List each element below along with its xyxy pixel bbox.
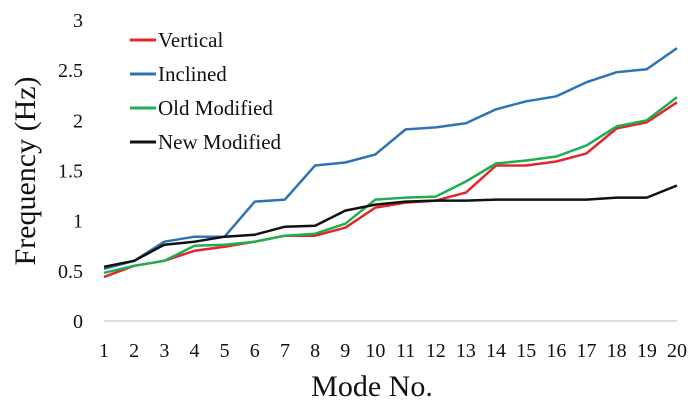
x-axis-ticks: 1 2 3 4 5 6 7 8 9 10 11 12 13 14 15 16 17 18 19 20 [99, 340, 687, 362]
legend-label: Old Modified [158, 96, 273, 120]
x-tick-label: 14 [486, 340, 506, 362]
x-tick-label: 12 [426, 340, 446, 362]
plot-area: 00.511.522.53 1 2 3 4 5 6 7 8 9 10 11 12 13 14 15 16 17 1… [58, 10, 687, 362]
y-tick-label: 3 [73, 10, 83, 32]
x-tick-label: 7 [280, 340, 290, 362]
x-tick-label: 19 [637, 340, 657, 362]
legend-label: Inclined [158, 62, 227, 86]
y-axis-label: Frequency (Hz) [9, 76, 42, 265]
y-tick-label: 2 [73, 110, 83, 132]
x-tick-label: 10 [365, 340, 385, 362]
y-tick-label: 1.5 [58, 161, 83, 183]
y-tick-label: 0 [73, 311, 83, 333]
x-tick-label: 20 [667, 340, 687, 362]
x-tick-label: 3 [159, 340, 169, 362]
legend-label: New Modified [158, 130, 282, 154]
x-tick-label: 6 [250, 340, 260, 362]
x-tick-label: 4 [189, 340, 199, 362]
x-tick-label: 1 [99, 340, 109, 362]
x-tick-label: 8 [310, 340, 320, 362]
series-line-new-modified [103, 184, 678, 269]
x-tick-label: 15 [516, 340, 536, 362]
legend: Vertical Inclined Old Modified New Modified [130, 28, 282, 154]
x-tick-label: 9 [340, 340, 350, 362]
y-tick-label: 0.5 [58, 261, 83, 283]
x-tick-label: 17 [577, 340, 597, 362]
series-line-old-modified [103, 96, 678, 275]
series-line-inclined [103, 47, 678, 271]
series-group [103, 47, 678, 279]
x-tick-label: 18 [607, 340, 627, 362]
y-tick-label: 1 [73, 211, 83, 233]
x-tick-label: 11 [396, 340, 415, 362]
x-tick-label: 13 [456, 340, 476, 362]
y-axis-ticks: 0 0.5 1 1.5 2 2.5 3 [58, 10, 83, 333]
x-tick-label: 5 [220, 340, 230, 362]
x-axis-label: Mode No. [311, 370, 433, 403]
legend-label: Vertical [158, 28, 223, 52]
x-tick-label: 2 [129, 340, 139, 362]
y-tick-label: 2.5 [58, 60, 83, 82]
series-line-vertical [103, 101, 678, 279]
x-tick-label: 16 [546, 340, 566, 362]
